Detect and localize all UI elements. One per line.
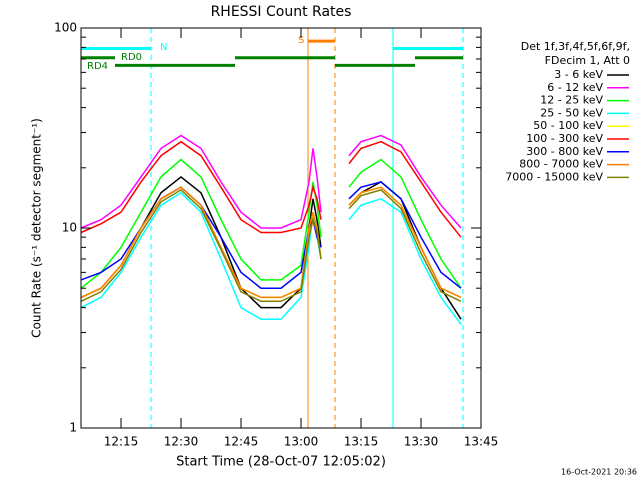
x-tick-label: 12:45 [224, 435, 259, 449]
legend-label: 25 - 50 keV [540, 106, 603, 119]
x-tick-label: 12:30 [164, 435, 199, 449]
series-line [80, 186, 462, 299]
series-line [80, 181, 462, 289]
footer: 16-Oct-2021 20:36 [561, 468, 637, 477]
y-tick-label: 100 [54, 21, 77, 35]
x-tick-label: 13:45 [464, 435, 499, 449]
legend-label: 300 - 800 keV [526, 145, 603, 158]
legend-header: FDecim 1, Att 0 [545, 54, 630, 67]
flag-label: RD4 [87, 61, 108, 72]
series-line [80, 188, 462, 303]
flag-label: N [160, 42, 167, 53]
y-tick-label: 1 [69, 421, 77, 435]
flag-label: S [298, 35, 304, 46]
legend-label: 800 - 7000 keV [519, 158, 603, 171]
x-tick-label: 12:15 [104, 435, 139, 449]
chart-title: RHESSI Count Rates [211, 4, 352, 20]
y-tick-label: 10 [62, 221, 77, 235]
legend-label: 7000 - 15000 keV [505, 170, 603, 183]
legend-label: 12 - 25 keV [540, 94, 603, 107]
legend-header: Det 1f,3f,4f,5f,6f,9f, [521, 40, 630, 53]
x-axis-label: Start Time (28-Oct-07 12:05:02) [176, 455, 386, 470]
legend-label: 3 - 6 keV [554, 68, 603, 81]
y-axis-label: Count Rate (s⁻¹ detector segment⁻¹) [30, 118, 44, 338]
legend-label: 6 - 12 keV [547, 81, 603, 94]
x-tick-label: 13:00 [284, 435, 319, 449]
legend-label: 50 - 100 keV [533, 119, 603, 132]
x-tick-label: 13:15 [344, 435, 379, 449]
x-tick-label: 13:30 [404, 435, 439, 449]
flag-label: RD0 [121, 52, 142, 63]
series-line [80, 134, 462, 229]
legend-label: 100 - 300 keV [526, 132, 603, 145]
series-line [80, 140, 462, 238]
